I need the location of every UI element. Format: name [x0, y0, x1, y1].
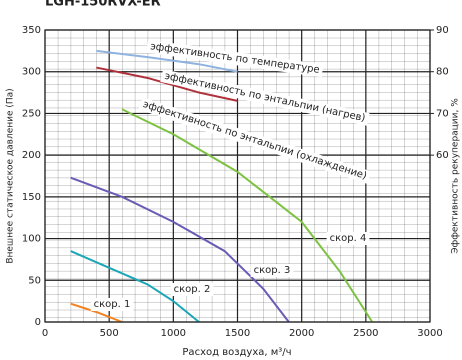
- label-box: [326, 232, 370, 245]
- y-tick-label: 50: [28, 275, 41, 286]
- series-label: скор. 1: [94, 299, 131, 310]
- series-label: скор. 3: [254, 265, 291, 276]
- x-tick-label: 1000: [161, 328, 186, 339]
- label-box: [250, 264, 294, 277]
- x-tick-label: 3000: [417, 328, 442, 339]
- x-tick-label: 0: [42, 328, 48, 339]
- x-tick-label: 2000: [289, 328, 314, 339]
- y2-axis-label: Эффективность рекуперации, %: [451, 98, 461, 254]
- y2-tick-label: 70: [436, 108, 449, 119]
- y2-tick-label: 60: [436, 150, 449, 161]
- series-label: скор. 2: [174, 284, 211, 295]
- series-line: [96, 49, 238, 73]
- label-box: [146, 39, 324, 78]
- y-tick-label: 300: [22, 67, 41, 78]
- label-box: [160, 69, 370, 126]
- x-axis-label: Расход воздуха, м³/ч: [182, 347, 291, 358]
- y-axis-label: Внешнее статическое давление (Па): [6, 88, 16, 263]
- x-tick-label: 2500: [353, 328, 378, 339]
- series-line: [70, 176, 290, 323]
- label-box: [170, 283, 214, 296]
- y2-tick-label: 80: [436, 67, 449, 78]
- y2-tick-label: 90: [436, 25, 449, 36]
- y-tick-label: 250: [22, 108, 41, 119]
- series-line: [70, 250, 200, 323]
- y-tick-label: 350: [22, 25, 41, 36]
- x-tick-label: 1500: [225, 328, 250, 339]
- series-line: [121, 108, 374, 323]
- series-line: [96, 66, 238, 102]
- y-tick-label: 150: [22, 192, 41, 203]
- chart-title: LGH-150RVX-ER: [45, 0, 161, 10]
- series-label: скор. 4: [330, 233, 367, 244]
- y-tick-label: 200: [22, 150, 41, 161]
- y-tick-label: 0: [35, 317, 41, 328]
- y-tick-label: 100: [22, 234, 41, 245]
- label-box: [90, 298, 134, 311]
- plot-frame: [44, 29, 431, 323]
- series-line: [70, 302, 123, 323]
- label-box: [138, 97, 372, 184]
- x-tick-label: 500: [100, 328, 119, 339]
